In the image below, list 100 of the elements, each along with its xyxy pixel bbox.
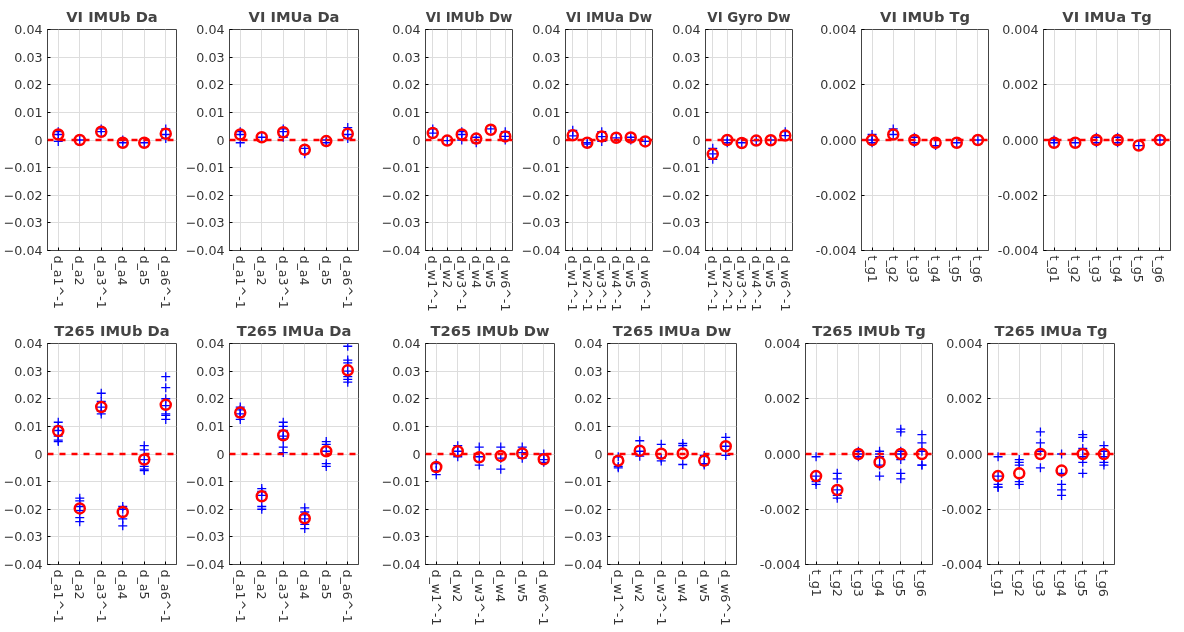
y-tick-label: −0.03 (3, 529, 43, 545)
y-tick-label: −0.02 (381, 187, 421, 203)
y-tick-label: −0.02 (381, 501, 421, 517)
y-tick-label: 0.02 (14, 391, 43, 407)
x-tick-label: d_a3^-1 (275, 255, 291, 309)
y-tick-label: 0 (594, 446, 603, 462)
x-tick-label: d_a3^-1 (93, 255, 109, 309)
y-tick-label: −0.02 (563, 501, 603, 517)
x-tick-label: d_a2 (72, 569, 88, 600)
y-tick-label: −0.04 (185, 243, 225, 258)
y-tick-label: 0.000 (946, 446, 983, 462)
y-tick-label: −0.01 (381, 474, 421, 490)
y-tick-label: 0.004 (946, 336, 983, 351)
x-tick-label: d_w2^-1 (719, 255, 735, 312)
y-tick-label: 0 (34, 446, 43, 462)
chart-title: VI Gyro Dw (707, 9, 791, 25)
y-tick-label: 0.000 (764, 446, 801, 462)
y-tick-label: 0.02 (196, 77, 225, 93)
y-tick-label: 0 (216, 132, 225, 148)
x-tick-label: d_a6^-1 (340, 569, 356, 623)
y-tick-label: 0.01 (14, 104, 43, 120)
y-tick-label: -0.004 (941, 557, 983, 572)
y-tick-label: −0.01 (3, 474, 43, 490)
y-tick-label: 0.004 (764, 336, 801, 351)
x-tick-label: d_w5 (514, 569, 530, 603)
y-tick-label: 0.04 (672, 22, 701, 37)
y-tick-label: 0 (692, 132, 701, 148)
x-tick-label: d_w1^-1 (610, 569, 626, 626)
y-tick-label: 0.02 (672, 77, 701, 93)
x-tick-label: t_g5 (893, 569, 909, 597)
x-tick-label: t_g6 (914, 569, 930, 597)
y-tick-label: 0 (552, 132, 561, 148)
y-tick-label: 0.03 (392, 363, 421, 379)
chart-title: T265 IMUb Da (54, 321, 170, 339)
y-tick-label: −0.03 (3, 215, 43, 231)
x-tick-label: d_a4 (297, 255, 313, 286)
x-tick-label: d_a1^-1 (50, 255, 66, 309)
x-tick-label: t_g1 (1046, 255, 1062, 283)
y-tick-label: 0.02 (196, 391, 225, 407)
x-tick-label: d_w5 (763, 255, 779, 289)
y-tick-label: −0.03 (185, 215, 225, 231)
y-tick-label: 0.04 (392, 336, 421, 351)
y-tick-label: 0.03 (532, 49, 561, 65)
chart-title: T265 IMUb Dw (430, 321, 550, 339)
x-tick-label: t_g2 (1011, 569, 1027, 597)
chart-title: T265 IMUa Tg (994, 321, 1108, 339)
y-tick-label: 0.01 (392, 104, 421, 120)
y-tick-label: 0.04 (14, 22, 43, 37)
chart-title: VI IMUb Tg (880, 7, 970, 25)
y-tick-label: -0.002 (997, 187, 1039, 203)
y-tick-label: 0.02 (392, 77, 421, 93)
x-tick-label: d_a6^-1 (340, 255, 356, 309)
chart-title: T265 IMUb Tg (812, 321, 926, 339)
x-tick-label: d_w3^-1 (653, 569, 669, 626)
x-tick-label: d_w6^-1 (777, 255, 793, 312)
y-tick-label: -0.004 (759, 557, 801, 572)
x-tick-label: d_w6^-1 (536, 569, 552, 626)
y-tick-label: 0.02 (392, 391, 421, 407)
y-tick-label: −0.04 (185, 557, 225, 572)
x-tick-label: t_g2 (829, 569, 845, 597)
x-tick-label: d_w1^-1 (428, 569, 444, 626)
y-tick-label: 0.04 (574, 336, 603, 351)
y-tick-label: 0.03 (14, 363, 43, 379)
y-tick-label: −0.04 (381, 557, 421, 572)
y-tick-label: 0.01 (532, 104, 561, 120)
y-tick-label: 0.000 (1002, 132, 1039, 148)
y-tick-label: 0.04 (532, 22, 561, 37)
y-tick-label: -0.002 (941, 501, 983, 517)
x-tick-label: t_g6 (1152, 255, 1168, 283)
y-tick-label: 0.04 (14, 336, 43, 351)
y-tick-label: -0.004 (997, 243, 1039, 258)
x-tick-label: t_g2 (885, 255, 901, 283)
x-tick-label: d_w1^-1 (425, 255, 441, 312)
x-tick-label: d_w1^-1 (565, 255, 581, 312)
x-tick-label: t_g6 (1096, 569, 1112, 597)
y-tick-label: 0.04 (196, 22, 225, 37)
y-tick-label: 0.002 (764, 391, 801, 407)
x-tick-label: d_w2^-1 (579, 255, 595, 312)
x-tick-label: d_w6^-1 (637, 255, 653, 312)
y-tick-label: 0.004 (1002, 22, 1039, 37)
y-tick-label: 0.02 (574, 391, 603, 407)
x-tick-label: t_g3 (1032, 569, 1048, 597)
x-tick-label: d_w6^-1 (718, 569, 734, 626)
x-tick-label: t_g1 (864, 255, 880, 283)
y-tick-label: −0.04 (381, 243, 421, 258)
x-tick-label: d_w3^-1 (594, 255, 610, 312)
y-tick-label: −0.04 (3, 557, 43, 572)
x-tick-label: d_w3^-1 (454, 255, 470, 312)
x-tick-label: d_w4^-1 (748, 255, 764, 312)
x-tick-label: t_g3 (1088, 255, 1104, 283)
x-tick-label: d_w5 (483, 255, 499, 289)
y-tick-label: −0.03 (661, 215, 701, 231)
y-tick-label: 0.03 (672, 49, 701, 65)
x-tick-label: d_a6^-1 (158, 569, 174, 623)
x-tick-label: d_w5 (623, 255, 639, 289)
y-tick-label: 0.01 (196, 418, 225, 434)
y-tick-label: 0.02 (14, 77, 43, 93)
y-tick-label: 0 (412, 446, 421, 462)
x-tick-label: d_w5 (696, 569, 712, 603)
x-tick-label: t_g4 (1110, 255, 1126, 283)
